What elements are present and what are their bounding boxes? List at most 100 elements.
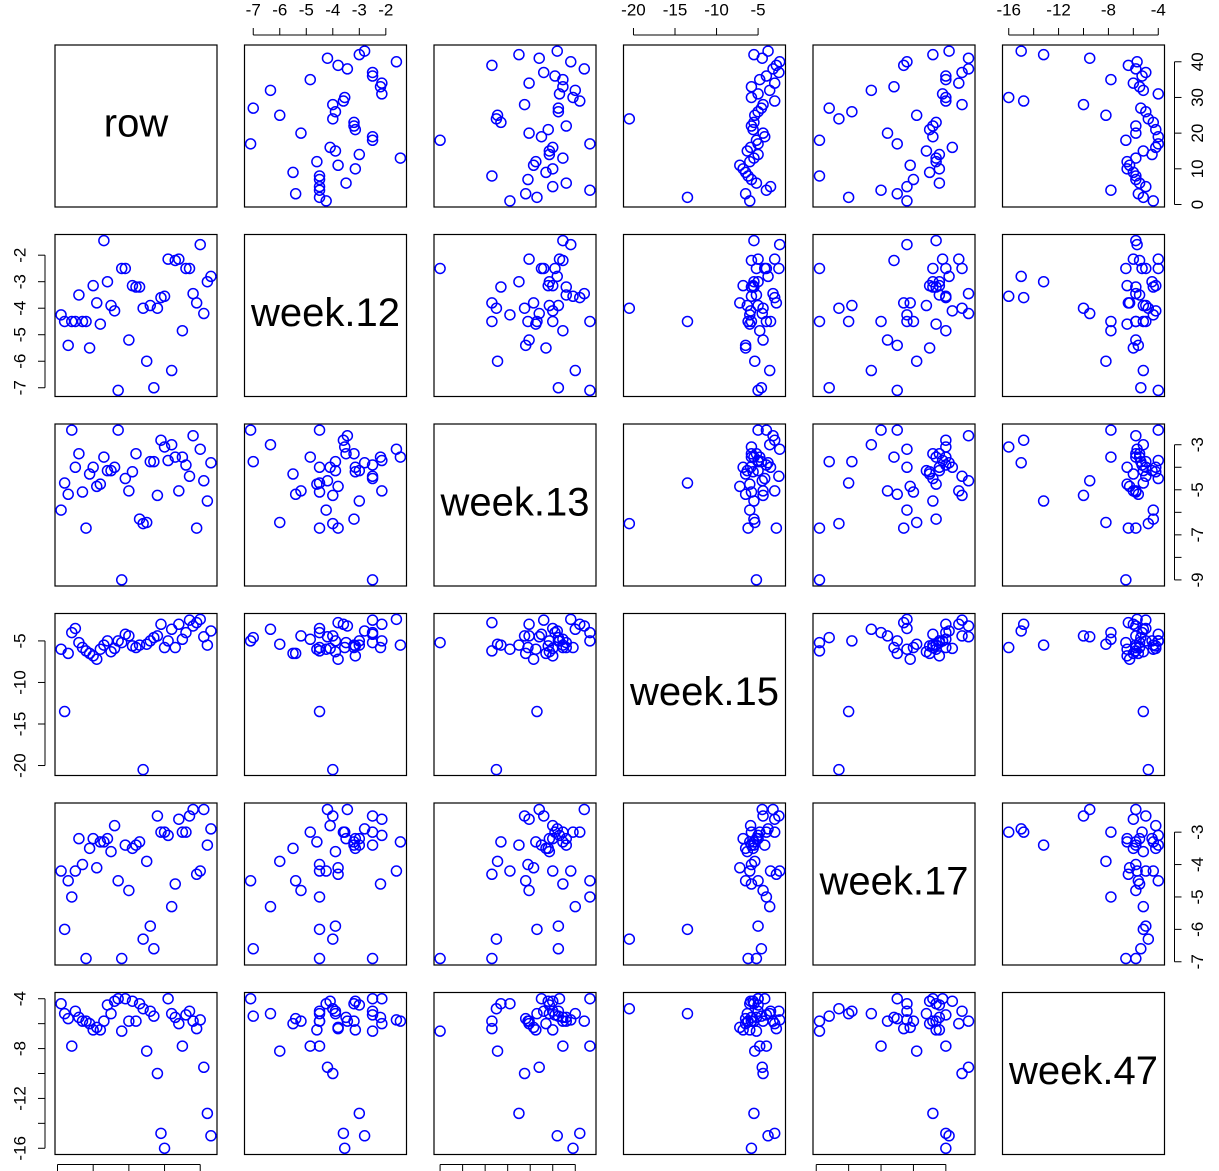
point	[327, 933, 339, 945]
point	[327, 763, 339, 776]
point	[956, 614, 968, 626]
point	[823, 102, 835, 114]
point	[338, 641, 351, 654]
point	[530, 318, 542, 330]
point	[513, 48, 525, 61]
tick-label: -4	[1151, 0, 1166, 19]
point	[119, 472, 132, 485]
point	[522, 858, 534, 871]
point	[578, 803, 591, 816]
point	[768, 485, 781, 497]
point	[1017, 434, 1030, 446]
point	[565, 56, 577, 68]
point	[567, 1142, 579, 1155]
point	[881, 1015, 894, 1027]
point	[1152, 454, 1165, 467]
point	[112, 992, 124, 1005]
point	[1105, 315, 1117, 328]
point	[1150, 819, 1162, 832]
point	[1123, 862, 1136, 874]
point	[353, 639, 366, 651]
point	[741, 464, 754, 477]
point	[940, 91, 952, 104]
point	[956, 66, 968, 79]
point	[578, 1015, 591, 1027]
point	[518, 98, 531, 111]
point	[332, 522, 344, 534]
point	[327, 1067, 339, 1080]
point	[901, 643, 913, 655]
point	[320, 504, 332, 516]
point	[321, 1061, 334, 1074]
point	[770, 522, 783, 534]
point	[823, 455, 835, 468]
point	[567, 826, 579, 838]
point	[773, 56, 786, 68]
point	[681, 923, 694, 936]
point	[434, 134, 446, 147]
point	[190, 297, 203, 309]
point	[1130, 173, 1142, 186]
point	[394, 639, 407, 651]
point	[623, 1002, 636, 1015]
point	[940, 290, 952, 303]
point	[187, 287, 199, 300]
point	[747, 466, 759, 478]
point	[930, 1015, 942, 1027]
point	[1150, 842, 1162, 855]
point	[901, 180, 913, 193]
point	[486, 1015, 498, 1027]
point	[264, 1007, 277, 1020]
point	[542, 842, 554, 855]
point	[923, 1017, 936, 1030]
point	[176, 324, 189, 337]
point	[956, 262, 968, 275]
point	[546, 865, 559, 877]
point	[76, 486, 89, 498]
point	[187, 429, 199, 442]
point	[757, 489, 769, 502]
point	[745, 1011, 758, 1024]
point	[927, 262, 939, 275]
point	[523, 618, 535, 631]
point	[358, 625, 371, 637]
point	[1100, 516, 1112, 529]
point	[756, 803, 768, 816]
point	[1002, 826, 1015, 838]
point	[962, 429, 975, 442]
tick-label: -16	[10, 1136, 29, 1161]
tick-label: -3	[352, 0, 367, 19]
point	[757, 1067, 769, 1080]
point	[744, 305, 757, 317]
point	[187, 620, 199, 632]
point	[304, 633, 317, 646]
point	[1137, 84, 1150, 97]
point	[923, 466, 936, 478]
point	[108, 819, 121, 832]
point	[486, 645, 498, 657]
point	[537, 262, 550, 275]
point	[1130, 884, 1142, 897]
point	[943, 1130, 955, 1142]
point	[553, 992, 566, 1005]
point	[1127, 842, 1140, 855]
point	[865, 1007, 878, 1020]
point	[123, 334, 135, 346]
point	[757, 127, 769, 139]
point	[865, 364, 878, 377]
point	[930, 234, 942, 247]
panel	[622, 233, 787, 398]
point	[304, 73, 317, 86]
point	[756, 1061, 768, 1074]
point	[83, 342, 96, 354]
point	[332, 59, 344, 72]
point	[126, 995, 139, 1007]
panel	[54, 423, 218, 587]
point	[946, 642, 959, 655]
point	[130, 1015, 142, 1027]
panel	[812, 991, 976, 1156]
point	[910, 355, 923, 367]
point	[891, 647, 903, 660]
point	[923, 123, 936, 136]
point	[1130, 641, 1142, 654]
